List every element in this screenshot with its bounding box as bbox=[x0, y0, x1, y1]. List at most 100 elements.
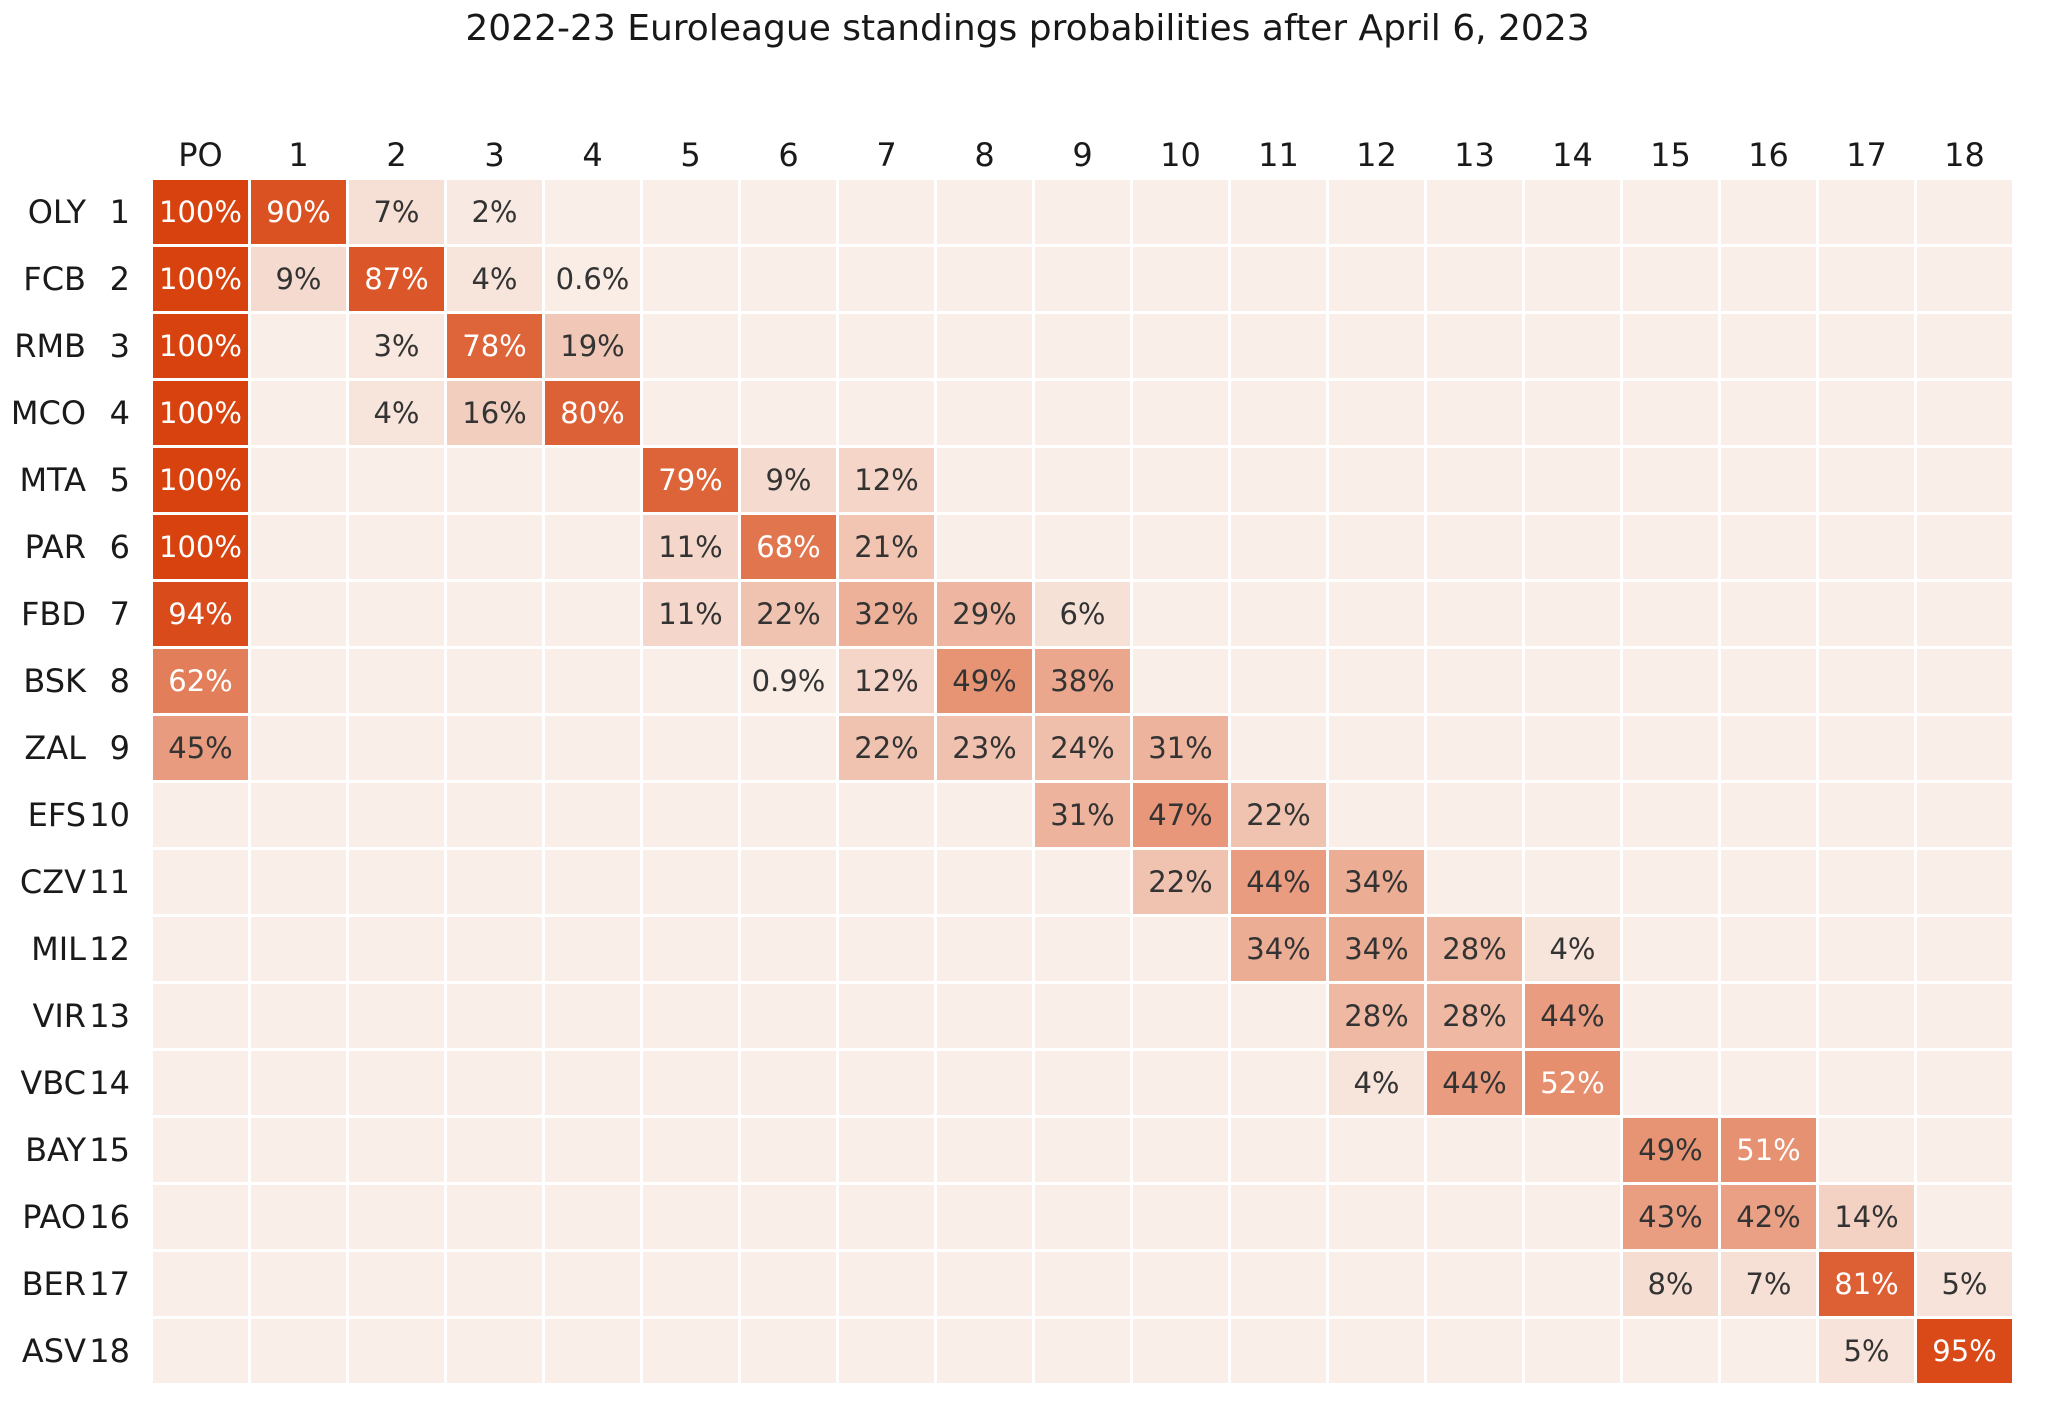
heatmap-cell: 49% bbox=[937, 649, 1032, 713]
team-code: RMB bbox=[14, 327, 86, 365]
heatmap-cell bbox=[741, 1252, 836, 1316]
team-rank: 13 bbox=[89, 997, 130, 1035]
row-label-mil: MIL 12 bbox=[3, 917, 150, 981]
heatmap-cell bbox=[1427, 582, 1522, 646]
heatmap-cell bbox=[545, 448, 640, 512]
heatmap-cell bbox=[643, 1118, 738, 1182]
heatmap-cell bbox=[643, 1051, 738, 1115]
heatmap-cell bbox=[1525, 180, 1620, 244]
heatmap-cell bbox=[1623, 917, 1718, 981]
heatmap-cell: 100% bbox=[153, 515, 248, 579]
heatmap-cell: 28% bbox=[1427, 984, 1522, 1048]
team-code: OLY bbox=[27, 193, 86, 231]
heatmap-cell bbox=[741, 247, 836, 311]
heatmap-cell bbox=[1819, 180, 1914, 244]
row-label-mco: MCO 4 bbox=[3, 381, 150, 445]
column-header-6: 6 bbox=[778, 136, 799, 174]
heatmap-cell bbox=[1525, 850, 1620, 914]
heatmap-cell: 100% bbox=[153, 180, 248, 244]
heatmap-cell: 100% bbox=[153, 448, 248, 512]
heatmap-cell bbox=[251, 716, 346, 780]
heatmap-cell bbox=[839, 1319, 934, 1383]
heatmap-cell bbox=[251, 1051, 346, 1115]
heatmap-cell bbox=[1035, 314, 1130, 378]
heatmap-cell bbox=[839, 1252, 934, 1316]
heatmap-cell bbox=[1819, 1051, 1914, 1115]
heatmap-cell bbox=[1427, 1252, 1522, 1316]
team-rank: 14 bbox=[89, 1064, 130, 1102]
column-header-1: 1 bbox=[288, 136, 309, 174]
heatmap-cell bbox=[1035, 1252, 1130, 1316]
team-code: PAO bbox=[22, 1198, 86, 1236]
heatmap-cell bbox=[1329, 1118, 1424, 1182]
heatmap-cell bbox=[1329, 314, 1424, 378]
heatmap-cell: 100% bbox=[153, 247, 248, 311]
team-rank: 16 bbox=[89, 1198, 130, 1236]
heatmap-cell bbox=[1623, 649, 1718, 713]
heatmap-cell bbox=[1231, 716, 1326, 780]
heatmap-cell bbox=[251, 1319, 346, 1383]
heatmap-cell bbox=[937, 984, 1032, 1048]
heatmap-cell bbox=[1231, 180, 1326, 244]
heatmap-grid: PO 1 2 3 4 5 6 7 8 9 10 11 12 13 14 15 16 17 18 OLY 1 100% 90%… bbox=[3, 133, 2012, 1383]
heatmap-cell: 34% bbox=[1231, 917, 1326, 981]
heatmap-cell bbox=[251, 917, 346, 981]
heatmap-cell bbox=[1917, 716, 2012, 780]
heatmap-cell: 81% bbox=[1819, 1252, 1914, 1316]
heatmap-cell bbox=[1623, 716, 1718, 780]
heatmap-cell bbox=[1819, 247, 1914, 311]
heatmap-cell bbox=[349, 1051, 444, 1115]
team-rank: 15 bbox=[89, 1131, 130, 1169]
heatmap-cell bbox=[1133, 649, 1228, 713]
heatmap-cell bbox=[937, 783, 1032, 847]
heatmap-cell bbox=[447, 1252, 542, 1316]
heatmap-cell bbox=[1819, 515, 1914, 579]
column-header-8: 8 bbox=[974, 136, 995, 174]
heatmap-cell: 2% bbox=[447, 180, 542, 244]
heatmap-cell bbox=[545, 1185, 640, 1249]
heatmap-cell: 34% bbox=[1329, 850, 1424, 914]
heatmap-cell bbox=[349, 1118, 444, 1182]
column-header-10: 10 bbox=[1160, 136, 1201, 174]
heatmap-cell: 0.6% bbox=[545, 247, 640, 311]
heatmap-cell bbox=[741, 1051, 836, 1115]
column-header-16: 16 bbox=[1748, 136, 1789, 174]
column-header-3: 3 bbox=[484, 136, 505, 174]
heatmap-cell bbox=[1917, 448, 2012, 512]
heatmap-cell bbox=[1819, 381, 1914, 445]
heatmap-cell bbox=[643, 850, 738, 914]
heatmap-cell: 22% bbox=[1133, 850, 1228, 914]
heatmap-cell bbox=[1721, 1319, 1816, 1383]
heatmap-cell: 87% bbox=[349, 247, 444, 311]
column-header-7: 7 bbox=[876, 136, 897, 174]
team-rank: 9 bbox=[109, 729, 130, 767]
heatmap-cell bbox=[153, 1252, 248, 1316]
heatmap-cell: 4% bbox=[1525, 917, 1620, 981]
heatmap-cell bbox=[1721, 1051, 1816, 1115]
heatmap-cell bbox=[1035, 1185, 1130, 1249]
heatmap-cell bbox=[1721, 716, 1816, 780]
row-label-vir: VIR 13 bbox=[3, 984, 150, 1048]
heatmap-cell bbox=[1623, 1319, 1718, 1383]
column-header-11: 11 bbox=[1258, 136, 1299, 174]
heatmap-cell bbox=[251, 381, 346, 445]
heatmap-cell bbox=[153, 850, 248, 914]
heatmap-cell bbox=[741, 1185, 836, 1249]
heatmap-cell bbox=[153, 1319, 248, 1383]
column-header-po: PO bbox=[178, 136, 223, 174]
heatmap-cell bbox=[1721, 850, 1816, 914]
heatmap-cell bbox=[1329, 247, 1424, 311]
heatmap-cell: 43% bbox=[1623, 1185, 1718, 1249]
heatmap-cell bbox=[1133, 984, 1228, 1048]
heatmap-cell bbox=[1427, 515, 1522, 579]
heatmap-cell: 22% bbox=[839, 716, 934, 780]
heatmap-cell bbox=[937, 247, 1032, 311]
heatmap-cell bbox=[1329, 1252, 1424, 1316]
heatmap-cell bbox=[1721, 783, 1816, 847]
heatmap-cell bbox=[1329, 582, 1424, 646]
heatmap-cell: 3% bbox=[349, 314, 444, 378]
team-code: VBC bbox=[20, 1064, 86, 1102]
heatmap-cell bbox=[1525, 515, 1620, 579]
heatmap-cell bbox=[1133, 582, 1228, 646]
heatmap-cell bbox=[1427, 448, 1522, 512]
